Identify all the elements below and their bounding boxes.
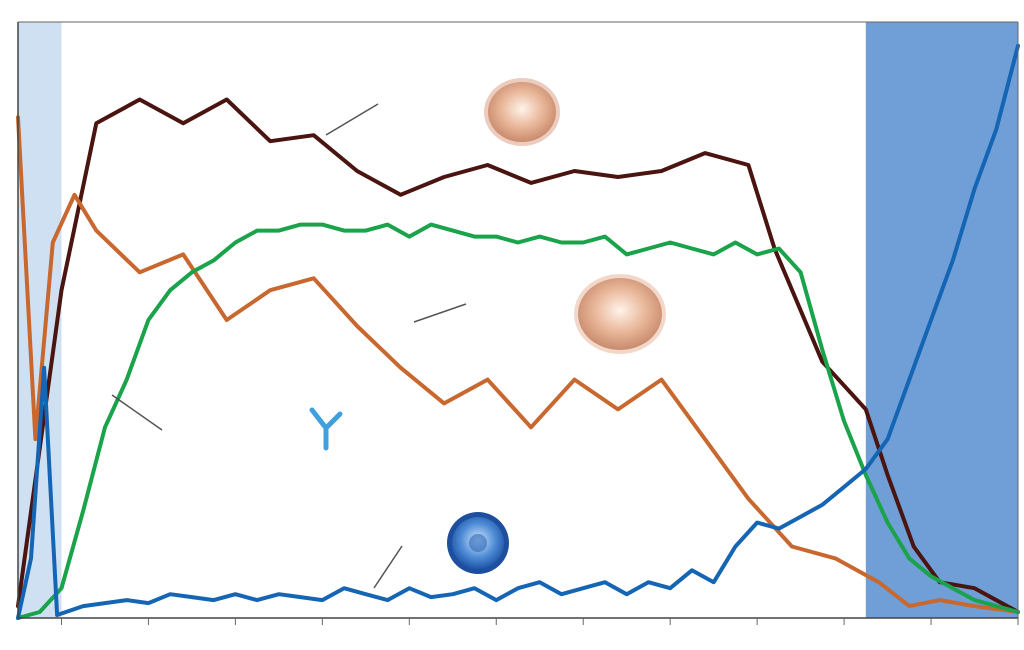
series-line-3 xyxy=(16,222,1020,620)
shaded-region-1 xyxy=(18,22,62,618)
series-lines xyxy=(16,43,1020,620)
callout-line-1 xyxy=(325,103,379,136)
callout-line-4 xyxy=(373,545,403,589)
series-line-1 xyxy=(16,97,1020,614)
callout-lines xyxy=(111,103,467,589)
plot-frame xyxy=(17,21,1019,619)
blue-spiky-cell-icon xyxy=(447,512,509,574)
antibody-icon xyxy=(309,407,343,451)
shaded-region-2 xyxy=(865,22,1018,618)
shaded-regions xyxy=(18,22,1018,618)
callout-line-3 xyxy=(111,394,163,431)
orange-spiky-cell-icon xyxy=(574,274,666,354)
series-line-4 xyxy=(16,43,1020,620)
callout-line-2 xyxy=(413,303,467,323)
x-axis-ticks xyxy=(60,618,1019,625)
series-line-2 xyxy=(16,115,1020,614)
orange-spiky-cell-icon xyxy=(484,78,560,146)
